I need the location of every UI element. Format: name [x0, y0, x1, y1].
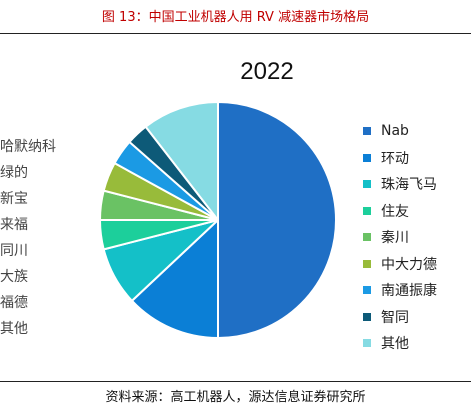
- legend-swatch: [363, 206, 371, 215]
- legend-swatch: [363, 127, 371, 136]
- legend-label: 环动: [381, 150, 409, 167]
- left-list-label: 福德: [0, 295, 28, 311]
- legend-label: 南通振康: [381, 283, 437, 300]
- figure-title: 图 13：中国工业机器人用 RV 减速器市场格局: [101, 10, 370, 25]
- left-list-item: 绿的: [0, 162, 64, 188]
- top-rule: [0, 33, 471, 34]
- figure-source: 资料来源：高工机器人，源达信息证券研究所: [105, 390, 366, 405]
- legend-item: 秦川: [363, 224, 437, 251]
- left-list-item: 大族: [0, 266, 64, 292]
- left-list-item: 哈默纳科: [0, 136, 64, 162]
- legend-label: 中大力德: [381, 256, 437, 273]
- legend-item: 珠海飞马: [363, 171, 437, 198]
- legend-swatch: [363, 180, 371, 189]
- left-list-label: 哈默纳科: [0, 139, 56, 155]
- legend-swatch: [363, 153, 371, 162]
- legend-label: 秦川: [381, 230, 409, 247]
- legend-label: 住友: [381, 203, 409, 220]
- left-list-item: 同川: [0, 240, 64, 266]
- legend-item: Nab: [363, 118, 437, 145]
- legend-label: 珠海飞马: [381, 177, 437, 194]
- legend-swatch: [363, 312, 371, 321]
- left-list-label: 大族: [0, 269, 28, 285]
- legend-item: 其他: [363, 330, 437, 357]
- left-list-item: 其他: [0, 318, 64, 344]
- left-list-label: 其他: [0, 321, 28, 337]
- legend-item: 住友: [363, 198, 437, 225]
- pie-slice-9: [144, 100, 219, 223]
- legend-swatch: [363, 259, 371, 268]
- left-list-label: 新宝: [0, 191, 28, 207]
- bottom-rule: [0, 381, 471, 382]
- left-list-label: 同川: [0, 243, 28, 259]
- left-cropped-legend: 哈默纳科绿的新宝来福同川大族福德其他: [0, 136, 64, 344]
- pie-slice-2: [130, 217, 219, 340]
- legend-label: 智同: [381, 309, 409, 326]
- legend-swatch: [363, 339, 371, 348]
- left-list-label: 绿的: [0, 165, 28, 181]
- legend-item: 南通振康: [363, 277, 437, 304]
- left-list-label: 来福: [0, 217, 28, 233]
- legend-label: Nab: [381, 123, 409, 140]
- legend-label: 其他: [381, 336, 409, 353]
- legend-item: 中大力德: [363, 251, 437, 278]
- legend-item: 环动: [363, 145, 437, 172]
- pie-slice-1: [217, 100, 337, 340]
- legend-swatch: [363, 233, 371, 242]
- left-list-item: 福德: [0, 292, 64, 318]
- left-list-item: 来福: [0, 214, 64, 240]
- chart-legend: Nab 环动珠海飞马住友秦川中大力德南通振康智同其他: [363, 118, 437, 357]
- legend-swatch: [363, 286, 371, 295]
- legend-item: 智同: [363, 304, 437, 331]
- left-list-item: 新宝: [0, 188, 64, 214]
- chart-title: 2022: [240, 58, 294, 85]
